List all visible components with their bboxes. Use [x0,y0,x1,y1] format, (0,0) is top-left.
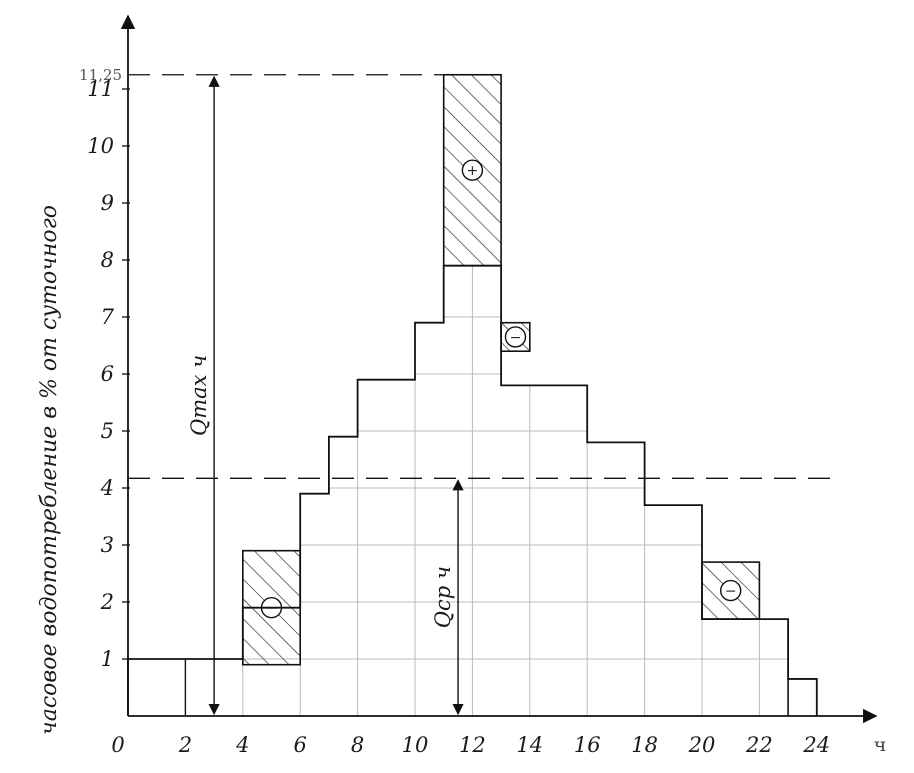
y-tick-label: 10 [87,134,114,158]
sign-label: − [725,584,737,600]
y-tick-label: 9 [101,191,114,215]
y-tick-label: 5 [101,419,114,443]
bar-13-14 [501,385,530,716]
x-tick-label: 0 [111,733,124,757]
x-tick-label: 16 [574,733,601,757]
reference-lines: 11,25 Qmax ч Qср ч [79,66,832,716]
max-value-label: 11,25 [79,66,122,84]
x-tick-label: 12 [459,733,486,757]
dimension-label-1: Qmax ч [187,355,211,436]
y-tick-label: 3 [101,533,114,557]
dimension-label-2: Qср ч [431,566,455,628]
y-tick-label: 4 [100,476,114,500]
y-tick-label: 1 [101,647,114,671]
sign-circle [720,579,742,602]
x-tick-label: 8 [351,733,364,757]
y-tick-label: 2 [100,590,114,614]
bar-14-16 [530,385,587,716]
sign-circle [504,326,527,348]
bar-10-11 [415,323,444,716]
bar-22-23 [759,619,788,716]
axis-labels: часовое водопотребление в % от суточного… [37,205,886,756]
bar-20-22 [702,619,759,716]
sign-label: − [510,330,522,346]
bar-6-7 [300,494,329,716]
sign-label: + [467,163,479,179]
y-tick-label: 11 [87,77,114,101]
x-tick-label: 22 [745,733,773,757]
x-tick-label: 24 [802,733,830,757]
y-tick-label: 7 [101,305,115,329]
x-tick-label: 14 [516,733,543,757]
y-tick-label: 6 [101,362,114,386]
step-outline [127,264,818,716]
axes [120,14,878,724]
x-tick-label: 6 [294,733,307,757]
bar-16-18 [587,442,644,716]
bar-23-24 [788,679,817,716]
x-tick-label: 4 [235,733,249,757]
sign-circle [461,159,484,181]
bar-18-20 [645,505,702,716]
hourly-step-outline [127,264,818,716]
y-tick-label: 8 [101,248,114,272]
x-tick-label: 2 [178,733,192,757]
bar-8-10 [358,380,415,716]
x-tick-label: 20 [688,733,716,757]
sign-label: − [266,601,278,617]
x-tick-label: 18 [631,733,658,757]
x-tick-label: 10 [402,733,429,757]
x-axis-unit-label: ч [874,734,887,756]
y-axis-label: часовое водопотребление в % от суточного [37,205,62,735]
